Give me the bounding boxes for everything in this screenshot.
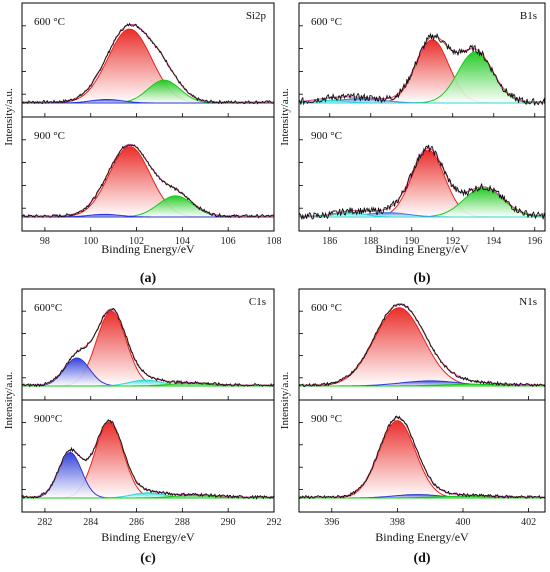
y-axis-label: Intensity/a.u. (3, 372, 15, 430)
component-peak (22, 146, 274, 218)
panel-d: 600 °C 900 °C 396 398 400 402 N1s Binding Energ… (279, 288, 546, 566)
x-tick-label: 188 (363, 236, 378, 247)
x-axis-label: Binding Energy/eV (101, 530, 195, 544)
subplot-a-2: 900 °C (21, 130, 275, 219)
x-tick-label: 286 (129, 517, 144, 528)
x-tick-label: 100 (83, 236, 98, 247)
element-label: B1s (520, 10, 537, 22)
raw-data-line (21, 307, 275, 388)
x-axis-label: Binding Energy/eV (375, 530, 469, 544)
subplot-b-1: 600 °C (298, 16, 546, 106)
temperature-label: 600°C (34, 302, 62, 314)
x-tick-label: 396 (324, 517, 339, 528)
panel-b: 600 °C 900 °C 186 188 190 192 194 196 B1s Binding… (279, 2, 546, 286)
y-axis-label: Intensity/a.u. (279, 372, 291, 430)
panel-label: (b) (413, 271, 430, 286)
x-tick-label: 194 (486, 236, 501, 247)
y-axis-label: Intensity/a.u. (3, 88, 15, 146)
x-tick-label: 282 (37, 517, 52, 528)
x-tick-label: 284 (83, 517, 98, 528)
raw-data-line (21, 419, 275, 501)
x-tick-label: 108 (267, 236, 282, 247)
component-peak (22, 452, 274, 499)
temperature-label: 900 °C (311, 413, 342, 425)
x-tick-label: 106 (221, 236, 236, 247)
component-peak (299, 420, 545, 499)
subplot-d-2: 900 °C (298, 413, 546, 500)
y-axis-label: Intensity/a.u. (279, 88, 291, 146)
temperature-label: 900°C (34, 413, 62, 425)
temperature-label: 900 °C (311, 130, 342, 142)
x-tick-label: 192 (445, 236, 460, 247)
subplot-c-1: 600°C (21, 302, 275, 388)
panel-label: (c) (140, 551, 156, 566)
x-tick-label: 402 (521, 517, 536, 528)
component-peak (299, 307, 545, 387)
element-label: C1s (249, 296, 266, 308)
subplot-b-2: 900 °C (298, 130, 546, 220)
raw-data-line (298, 415, 546, 500)
x-axis-label: Binding Energy/eV (375, 242, 469, 256)
x-tick-label: 104 (175, 236, 190, 247)
temperature-label: 600 °C (34, 16, 65, 28)
x-tick-label: 400 (456, 517, 471, 528)
subplot-a-1: 600 °C (21, 16, 275, 105)
subplot-c-2: 900°C (21, 413, 275, 501)
subplot-d-1: 600 °C (298, 302, 546, 388)
x-axis-label: Binding Energy/eV (101, 242, 195, 256)
temperature-label: 900 °C (34, 130, 65, 142)
x-tick-label: 290 (221, 517, 236, 528)
component-peak (22, 494, 274, 499)
x-tick-label: 186 (322, 236, 337, 247)
panel-c: 600°C 900°C 282 284 286 288 290 292 C1s Binding E… (3, 288, 282, 566)
element-label: Si2p (246, 10, 267, 22)
x-tick-label: 102 (129, 236, 144, 247)
raw-data-line (298, 303, 546, 388)
raw-data-line (21, 144, 275, 219)
raw-data-line (298, 32, 546, 106)
panel-a: 600 °C 900 °C 98 100 102 104 106 108 Si2p Binding… (3, 2, 282, 286)
temperature-label: 600 °C (311, 16, 342, 28)
raw-data-line (21, 22, 275, 105)
x-tick-label: 398 (390, 517, 405, 528)
x-tick-label: 292 (267, 517, 282, 528)
element-label: N1s (519, 296, 537, 308)
component-peak (298, 99, 545, 104)
x-tick-label: 288 (175, 517, 190, 528)
x-tick-label: 190 (404, 236, 419, 247)
x-tick-label: 196 (527, 236, 542, 247)
raw-data-line (298, 144, 546, 220)
temperature-label: 600 °C (311, 302, 342, 314)
panel-label: (d) (413, 551, 430, 566)
panel-label: (a) (140, 271, 157, 286)
x-tick-label: 98 (40, 236, 50, 247)
